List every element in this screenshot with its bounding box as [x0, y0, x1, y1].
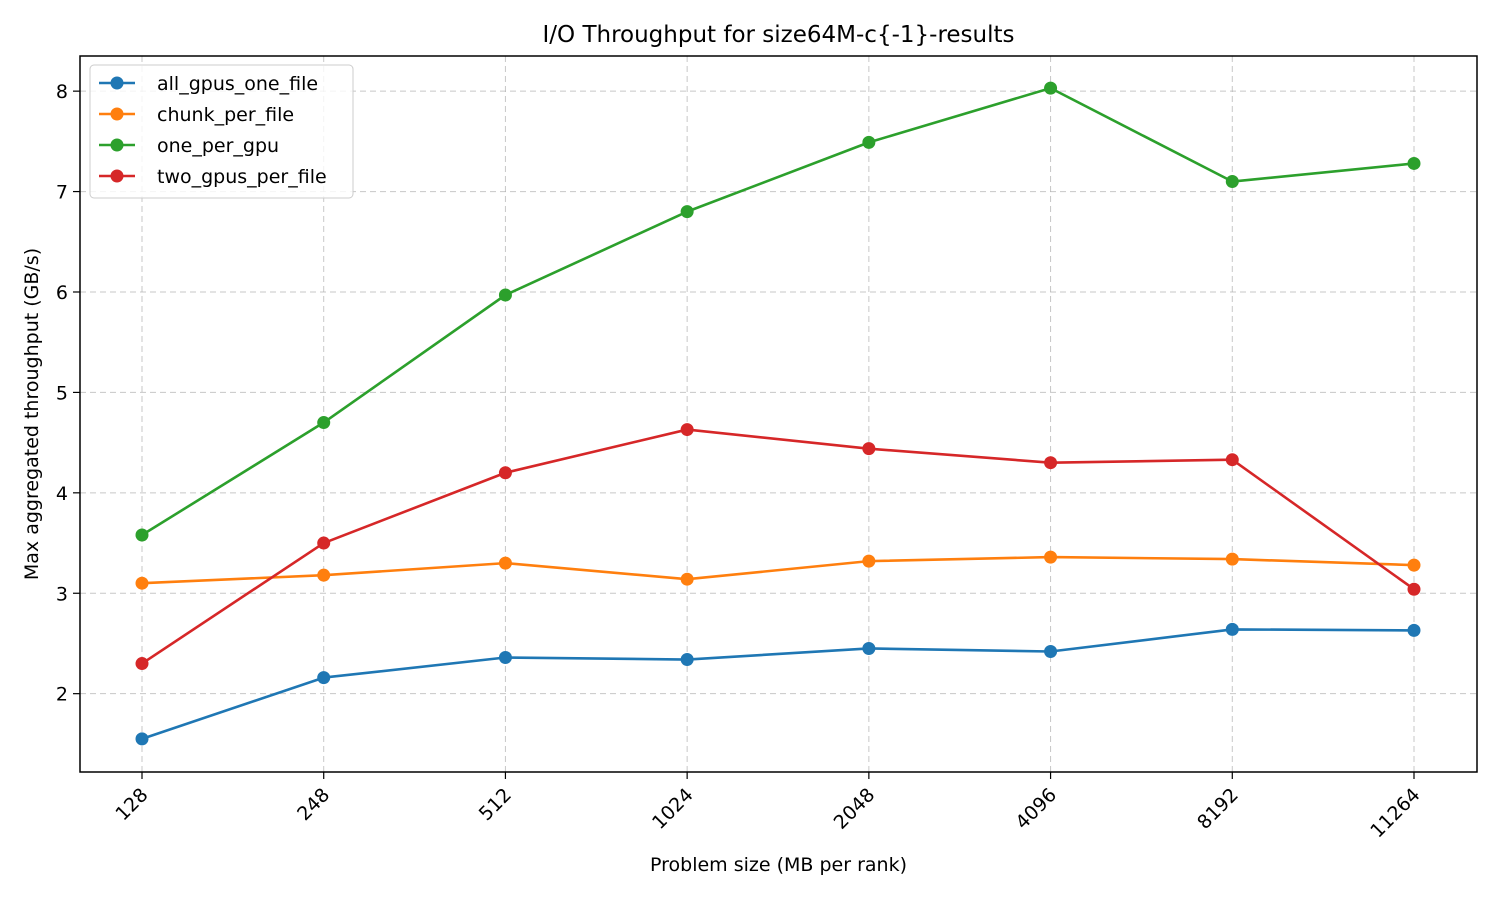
legend-swatch-marker — [110, 169, 124, 183]
legend: all_gpus_one_file chunk_per_file one_per_g… — [89, 64, 354, 199]
data-point — [135, 576, 149, 590]
legend-swatch-marker — [110, 76, 124, 90]
legend-label: one_per_gpu — [157, 135, 279, 157]
data-point — [498, 466, 512, 480]
data-point — [1225, 622, 1239, 636]
legend-box — [89, 64, 354, 199]
data-point — [317, 536, 331, 550]
x-axis-label: Problem size (MB per rank) — [650, 854, 907, 876]
data-point — [317, 568, 331, 582]
data-point — [317, 416, 331, 430]
data-point — [1407, 582, 1421, 596]
series-one_per_gpu — [135, 81, 1421, 542]
data-point — [1044, 644, 1058, 658]
data-point — [1407, 623, 1421, 637]
y-axis-label: Max aggregated throughput (GB/s) — [21, 248, 43, 580]
data-point — [135, 657, 149, 671]
data-point — [135, 528, 149, 542]
y-tick-label: 8 — [56, 81, 68, 103]
data-point — [1225, 453, 1239, 467]
series-two_gpus_per_file — [135, 423, 1421, 671]
data-point — [1044, 81, 1058, 95]
data-point — [1044, 550, 1058, 564]
data-point — [862, 641, 876, 655]
chart-title: I/O Throughput for size64M-c{-1}-results — [543, 22, 1015, 48]
data-point — [1407, 558, 1421, 572]
series-line — [141, 628, 1415, 741]
legend-label: all_gpus_one_file — [157, 73, 318, 95]
y-tick-label: 5 — [56, 382, 68, 404]
data-point — [680, 205, 694, 219]
series-line — [141, 428, 1415, 665]
y-tick-label: 7 — [56, 182, 68, 204]
data-point — [862, 135, 876, 149]
data-point — [680, 653, 694, 667]
legend-label: two_gpus_per_file — [157, 166, 327, 188]
y-tick-label: 6 — [56, 282, 68, 304]
series-line — [141, 555, 1415, 585]
data-point — [135, 732, 149, 746]
y-tick-label: 3 — [56, 583, 68, 605]
data-point — [1407, 156, 1421, 170]
legend-swatch-marker — [110, 138, 124, 152]
data-point — [1225, 552, 1239, 566]
data-point — [498, 288, 512, 302]
legend-swatch-marker — [110, 107, 124, 121]
y-tick-label: 4 — [56, 483, 68, 505]
series-chunk_per_file — [135, 550, 1421, 590]
data-point — [1225, 175, 1239, 189]
data-point — [1044, 456, 1058, 470]
plot-frame — [79, 55, 1478, 773]
series-layer — [135, 81, 1421, 746]
data-point — [680, 423, 694, 437]
data-point — [680, 572, 694, 586]
data-point — [862, 442, 876, 456]
series-line — [141, 86, 1415, 537]
data-point — [317, 671, 331, 685]
data-point — [498, 556, 512, 570]
data-point — [862, 554, 876, 568]
series-all_gpus_one_file — [135, 622, 1421, 746]
y-tick-label: 2 — [56, 684, 68, 706]
data-point — [498, 651, 512, 665]
legend-label: chunk_per_file — [157, 104, 294, 126]
